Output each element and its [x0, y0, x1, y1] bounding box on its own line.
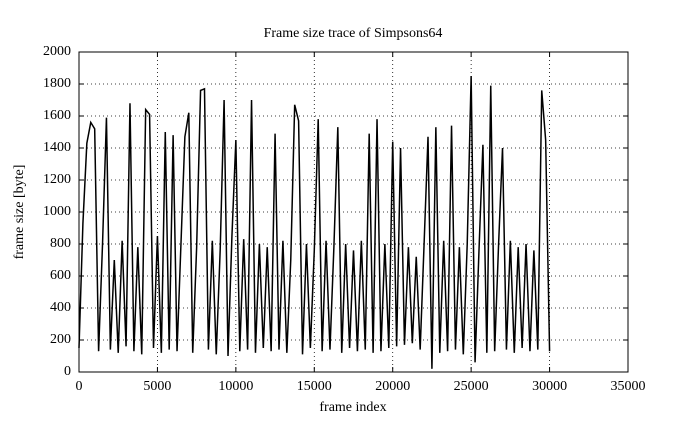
x-tick-label: 10000: [218, 379, 253, 394]
y-tick-label: 2000: [43, 44, 71, 59]
y-tick-label: 400: [50, 300, 71, 315]
y-tick-label: 0: [64, 364, 71, 379]
y-tick-label: 800: [50, 236, 71, 251]
y-axis-label: frame size [byte]: [12, 165, 27, 260]
y-tick-label: 1600: [43, 108, 71, 123]
x-tick-label: 5000: [143, 379, 171, 394]
x-tick-label: 25000: [454, 379, 489, 394]
x-tick-label: 20000: [375, 379, 410, 394]
trace-line: [78, 75, 551, 369]
x-tick-label: 0: [76, 379, 83, 394]
x-tick-label: 30000: [532, 379, 567, 394]
plot-frame: [78, 51, 629, 373]
y-tick-label: 1400: [43, 140, 71, 155]
y-tick-label: 1200: [43, 172, 71, 187]
x-tick-label: 15000: [297, 379, 332, 394]
x-tick-label: 35000: [611, 379, 646, 394]
x-axis-label: frame index: [319, 400, 386, 415]
y-tick-label: 200: [50, 332, 71, 347]
y-tick-label: 600: [50, 268, 71, 283]
chart-title: Frame size trace of Simpsons64: [264, 26, 443, 41]
y-tick-label: 1000: [43, 204, 71, 219]
y-tick-label: 1800: [43, 76, 71, 91]
